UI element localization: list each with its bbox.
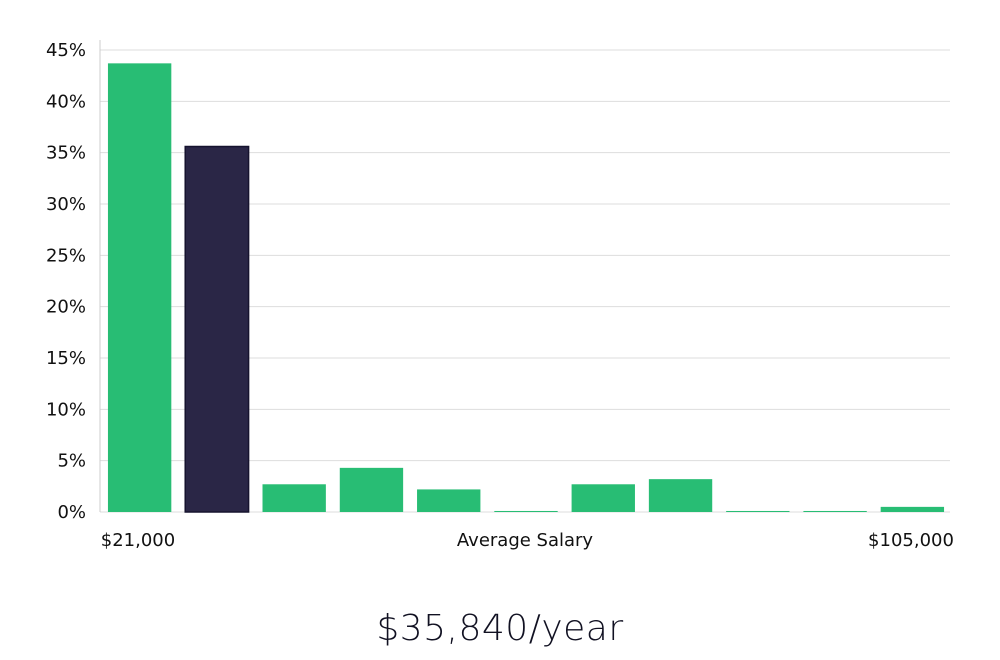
y-tick-label: 25%: [46, 245, 86, 266]
y-tick-label: 20%: [46, 297, 86, 318]
bar: [803, 510, 867, 512]
y-tick-label: 15%: [46, 348, 86, 369]
average-salary-headline: $35,840/year: [376, 608, 624, 649]
y-tick-label: 40%: [46, 91, 86, 112]
y-tick-label: 10%: [46, 399, 86, 420]
bar: [880, 506, 945, 512]
y-tick-label: 45%: [46, 40, 86, 61]
y-tick-labels: 0% 5% 10% 15% 20% 25% 30% 35% 40% 45%: [46, 40, 86, 523]
bar: [417, 489, 481, 512]
bar-highlighted: [184, 145, 250, 513]
y-tick-label: 0%: [57, 502, 86, 523]
bars: [107, 63, 945, 513]
bar: [107, 63, 172, 512]
y-tick-label: 30%: [46, 194, 86, 215]
bar: [648, 479, 713, 512]
x-max-label: $105,000: [868, 530, 954, 551]
salary-histogram: 0% 5% 10% 15% 20% 25% 30% 35% 40% 45% $21,000 Ave…: [46, 40, 954, 551]
bar: [571, 484, 635, 512]
bar: [262, 484, 326, 512]
x-axis-label: Average Salary: [457, 530, 594, 551]
y-tick-label: 5%: [57, 451, 86, 472]
bar: [339, 467, 404, 512]
bar: [494, 510, 558, 512]
y-tick-label: 35%: [46, 143, 86, 164]
x-min-label: $21,000: [101, 530, 175, 551]
bar: [726, 510, 790, 512]
